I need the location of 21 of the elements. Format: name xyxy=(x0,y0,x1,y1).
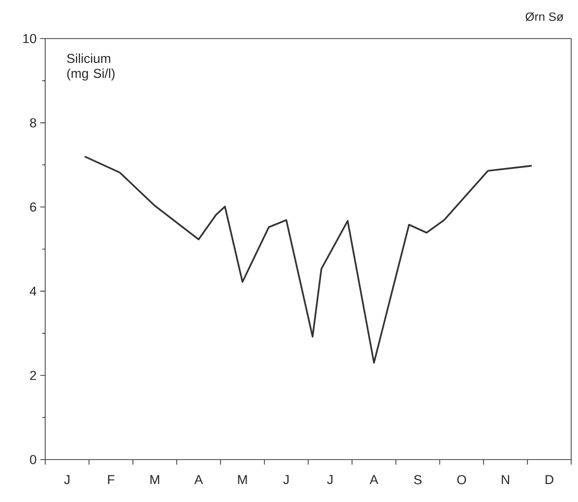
x-tick-label: A xyxy=(194,475,203,484)
x-tick-label: M xyxy=(150,475,160,484)
y-axis-title: Silicium (mg Si/l) xyxy=(67,54,115,81)
y-tick-label: 10 xyxy=(23,34,36,44)
line-series xyxy=(84,156,533,364)
y-tick-label: 8 xyxy=(30,118,36,128)
x-tick-label: J xyxy=(283,475,289,484)
x-tick-label: N xyxy=(502,475,510,484)
chart-title: Ørn Sø xyxy=(526,12,564,22)
x-tick-label: J xyxy=(64,475,70,484)
x-tick-label: J xyxy=(327,475,332,484)
x-tick-label: S xyxy=(414,475,422,484)
x-tick-label: F xyxy=(108,475,114,484)
y-tick-label: 6 xyxy=(30,202,36,212)
y-tick-label: 2 xyxy=(30,370,36,380)
y-tick-label: 0 xyxy=(30,455,36,464)
x-tick-label: D xyxy=(546,475,554,484)
x-tick-label: M xyxy=(238,475,247,484)
x-tick-label: A xyxy=(370,475,378,484)
x-tick-label: O xyxy=(457,475,466,484)
y-tick-label: 4 xyxy=(30,286,36,296)
